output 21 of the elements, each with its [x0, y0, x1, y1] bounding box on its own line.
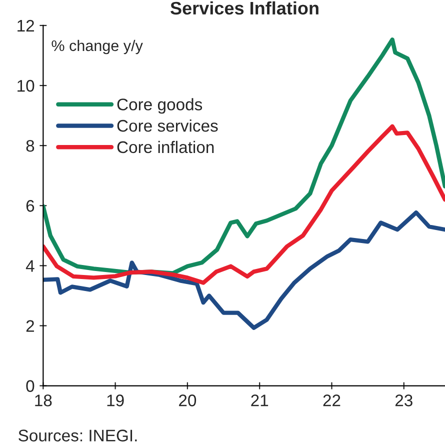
y-tick-label: 10 [18, 80, 34, 92]
y-tick-label: 0 [26, 380, 34, 392]
chart-title: Services Inflation [170, 1, 318, 15]
y-tick-label: 8 [26, 140, 34, 152]
x-tick-label: 18 [35, 394, 52, 406]
y-tick-label: 6 [26, 200, 34, 212]
source-note: Sources: INEGI. [18, 430, 137, 442]
line-series [43, 38, 445, 276]
legend-label: Core inflation [117, 140, 214, 154]
x-tick-label: 22 [323, 394, 340, 406]
annotation: % change y/y [52, 40, 143, 54]
y-tick-label: 12 [18, 20, 34, 32]
y-tick-label: 2 [26, 320, 34, 332]
legend-label: Core services [117, 119, 218, 132]
x-tick-label: 19 [107, 394, 124, 406]
y-tick-label: 4 [26, 260, 34, 272]
line-series [43, 210, 445, 330]
x-tick-label: 23 [395, 394, 412, 406]
legend-label: Core goods [117, 98, 202, 114]
x-tick-label: 21 [251, 394, 268, 406]
x-tick-label: 20 [179, 394, 196, 406]
